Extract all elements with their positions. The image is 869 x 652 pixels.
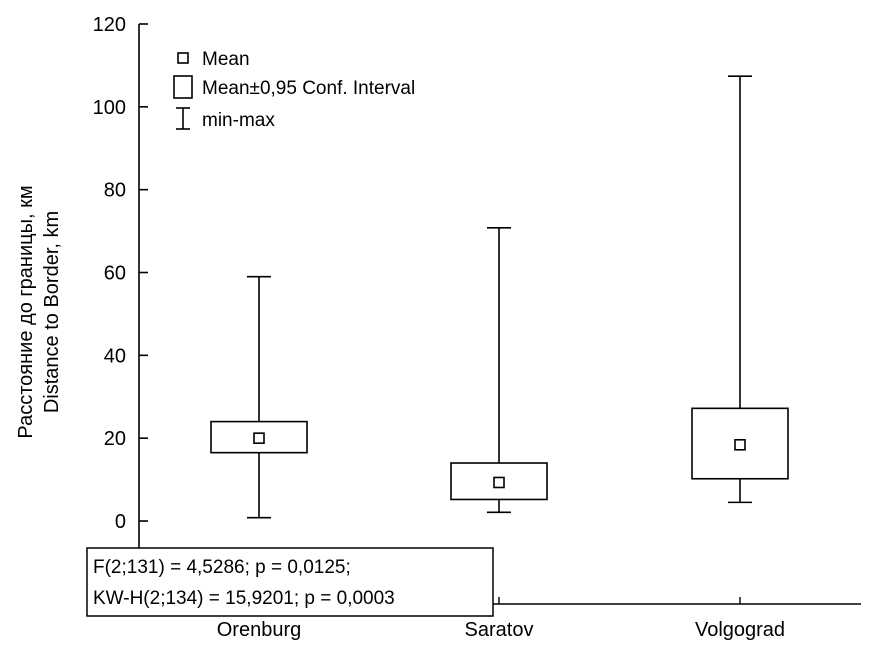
statistics-annotation-frame (86, 547, 494, 617)
x-category-label: Orenburg (217, 619, 302, 641)
statistics-annotation: F(2;131) = 4,5286; p = 0,0125; KW-H(2;13… (86, 547, 494, 617)
y-ticks: 0 20 40 60 80 100 120 (93, 14, 148, 533)
box-volgograd (691, 75, 789, 504)
legend-minmax-marker (176, 107, 190, 130)
y-tick-label: 20 (104, 428, 126, 450)
x-category-label: Volgograd (695, 619, 785, 641)
y-tick-label: 120 (93, 14, 126, 36)
x-category-label: Saratov (465, 619, 534, 641)
category-labels: Orenburg Saratov Volgograd (217, 597, 785, 641)
legend-mean-marker (177, 52, 189, 64)
legend-ci-marker (173, 75, 193, 99)
y-tick-label: 60 (104, 263, 126, 285)
mean-marker (253, 432, 265, 444)
legend-mean-label: Mean (202, 49, 250, 70)
y-tick-label: 0 (115, 511, 126, 533)
legend: Mean Mean±0,95 Conf. Interval min-max (173, 49, 415, 131)
legend-minmax-label: min-max (202, 110, 275, 131)
y-tick-label: 100 (93, 97, 126, 119)
boxes (210, 75, 789, 519)
statistics-line-2: KW-H(2;134) = 15,9201; p = 0,0003 (93, 588, 395, 609)
y-tick-label: 80 (104, 180, 126, 202)
mean-marker (734, 438, 746, 451)
statistics-line-1: F(2;131) = 4,5286; p = 0,0125; (93, 557, 351, 578)
y-axis-title-line-1: Расстояние до границы, км (15, 185, 37, 438)
y-tick-label: 40 (104, 345, 126, 367)
legend-ci-label: Mean±0,95 Conf. Interval (202, 78, 415, 99)
mean-marker (493, 476, 505, 489)
box-orenburg (210, 275, 308, 519)
box-saratov (450, 226, 548, 514)
y-axis-title-line-2: Distance to Border, km (41, 211, 63, 413)
